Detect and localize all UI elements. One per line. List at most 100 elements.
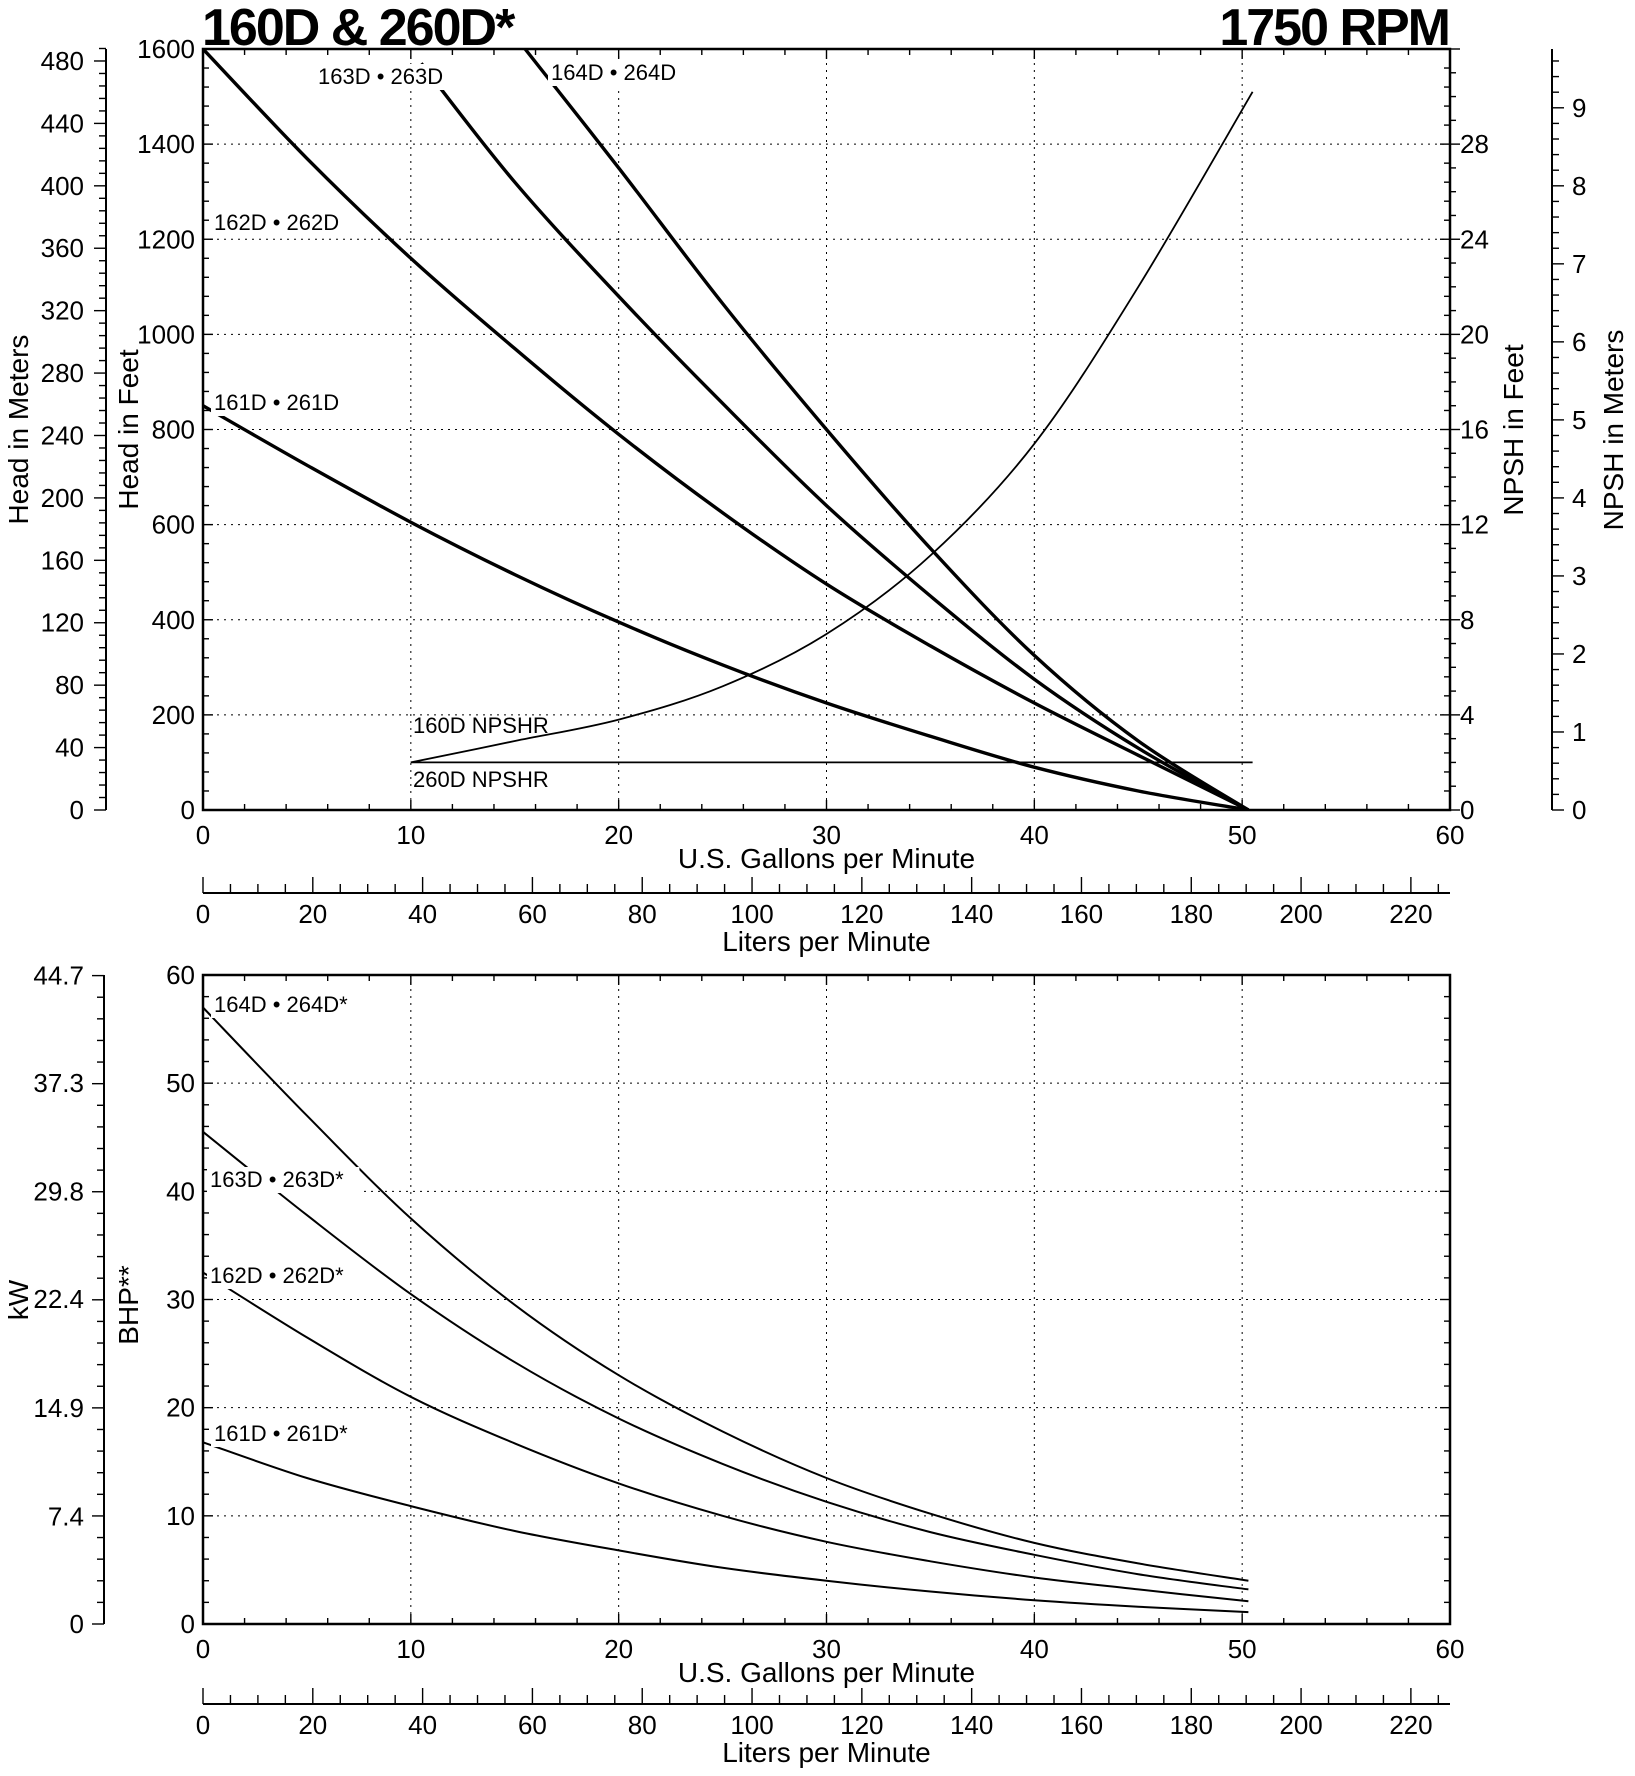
y-tick-label: 60 [166, 960, 195, 990]
series-label: 161D • 261D [214, 390, 339, 415]
bhp-curve-164d [203, 1006, 1249, 1582]
meters-tick-label: 240 [41, 420, 84, 450]
lpm-tick-label: 20 [298, 1710, 327, 1740]
kw-tick-label: 44.7 [33, 961, 84, 991]
kw-tick-label: 37.3 [33, 1068, 84, 1098]
meters-tick-label: 480 [41, 46, 84, 76]
series-label-bg [211, 1421, 364, 1447]
lpm-tick-label: 100 [730, 1710, 773, 1740]
meters-tick-label: 200 [41, 483, 84, 513]
lpm-tick-label: 220 [1389, 1710, 1432, 1740]
series-label: 162D • 262D* [210, 1263, 344, 1288]
series-label-bg [207, 1263, 360, 1289]
x-tick-label: 0 [196, 820, 210, 850]
lpm-tick-label: 160 [1060, 899, 1103, 929]
y-tick-label: 0 [181, 1609, 195, 1639]
meters-tick-label: 280 [41, 358, 84, 388]
y-axis-title: Head in Feet [113, 349, 144, 510]
npsh-feet-tick-label: 20 [1460, 319, 1489, 349]
npsh-meters-tick-label: 9 [1572, 93, 1586, 123]
npsh-meters-tick-label: 0 [1572, 795, 1586, 825]
y-tick-label: 0 [181, 795, 195, 825]
meters-tick-label: 120 [41, 608, 84, 638]
npshr-label: 260D NPSHR [413, 767, 549, 792]
x-tick-label: 60 [1436, 820, 1465, 850]
lpm-tick-label: 40 [408, 899, 437, 929]
x-tick-label: 40 [1020, 1634, 1049, 1664]
npsh-meters-axis-title: NPSH in Meters [1598, 330, 1629, 531]
npsh-meters-tick-label: 4 [1572, 483, 1586, 513]
npsh-meters-tick-label: 5 [1572, 405, 1586, 435]
kw-axis-title: kW [3, 1279, 34, 1320]
series-label-bg [207, 1167, 360, 1193]
lpm-tick-label: 140 [950, 1710, 993, 1740]
x-tick-label: 50 [1228, 1634, 1257, 1664]
bhp-curve-163d [203, 1131, 1249, 1591]
x-tick-label: 40 [1020, 820, 1049, 850]
y-tick-label: 40 [166, 1176, 195, 1206]
y-tick-label: 200 [152, 700, 195, 730]
x-tick-label: 30 [812, 820, 841, 850]
meters-axis-title: Head in Meters [3, 335, 34, 525]
lpm-tick-label: 60 [518, 1710, 547, 1740]
lpm-tick-label: 80 [628, 899, 657, 929]
series-label-bg [211, 210, 352, 236]
model-title: 160D & 260D* [202, 0, 515, 57]
lpm-tick-label: 220 [1389, 899, 1432, 929]
npsh-meters-tick-label: 2 [1572, 639, 1586, 669]
kw-tick-label: 14.9 [33, 1393, 84, 1423]
kw-tick-label: 0 [70, 1609, 84, 1639]
series-label: 162D • 262D [214, 210, 339, 235]
head-curve-164d [523, 49, 1250, 810]
y-tick-label: 20 [166, 1393, 195, 1423]
npsh-feet-tick-label: 8 [1460, 605, 1474, 635]
lpm-tick-label: 120 [840, 1710, 883, 1740]
bhp-curve-161d [203, 1441, 1249, 1614]
x-tick-label: 20 [604, 820, 633, 850]
y-tick-label: 400 [152, 605, 195, 635]
series-label: 163D • 263D [318, 64, 443, 89]
y-tick-label: 1400 [137, 129, 195, 159]
x-tick-label: 30 [812, 1634, 841, 1664]
series-label: 164D • 264D [551, 60, 676, 85]
meters-tick-label: 400 [41, 171, 84, 201]
lpm-tick-label: 120 [840, 899, 883, 929]
head-curve-161d [203, 404, 1249, 810]
lpm-tick-label: 140 [950, 899, 993, 929]
x-tick-label: 50 [1228, 820, 1257, 850]
meters-tick-label: 80 [55, 670, 84, 700]
meters-tick-label: 40 [55, 733, 84, 763]
npsh-meters-tick-label: 1 [1572, 717, 1586, 747]
series-label-bg [211, 390, 352, 416]
series-label: 163D • 263D* [210, 1167, 344, 1192]
x-tick-label: 0 [196, 1634, 210, 1664]
lpm-tick-label: 0 [196, 899, 210, 929]
npsh-feet-tick-label: 12 [1460, 510, 1489, 540]
kw-tick-label: 7.4 [48, 1502, 84, 1532]
npshr-label: 160D NPSHR [413, 713, 549, 738]
lpm-tick-label: 100 [730, 899, 773, 929]
y-tick-label: 800 [152, 415, 195, 445]
series-label-bg [548, 60, 689, 86]
npsh-feet-tick-label: 4 [1460, 700, 1474, 730]
kw-tick-label: 29.8 [33, 1177, 84, 1207]
y-tick-label: 1200 [137, 224, 195, 254]
x-tick-label: 10 [396, 820, 425, 850]
y-tick-label: 50 [166, 1068, 195, 1098]
npsh-feet-axis-title: NPSH in Feet [1498, 344, 1529, 515]
series-label: 164D • 264D* [214, 992, 348, 1017]
meters-tick-label: 160 [41, 545, 84, 575]
npsh-feet-tick-label: 24 [1460, 224, 1489, 254]
kw-tick-label: 22.4 [33, 1284, 84, 1314]
y-tick-label: 30 [166, 1285, 195, 1315]
head-curve-163d [419, 62, 1250, 810]
npsh-meters-tick-label: 6 [1572, 327, 1586, 357]
lpm-tick-label: 80 [628, 1710, 657, 1740]
bhp-curve-162d [203, 1271, 1249, 1603]
lpm-tick-label: 160 [1060, 1710, 1103, 1740]
x-axis-title: U.S. Gallons per Minute [678, 1657, 975, 1688]
npsh-feet-tick-label: 0 [1460, 795, 1474, 825]
npsh-feet-tick-label: 28 [1460, 129, 1489, 159]
